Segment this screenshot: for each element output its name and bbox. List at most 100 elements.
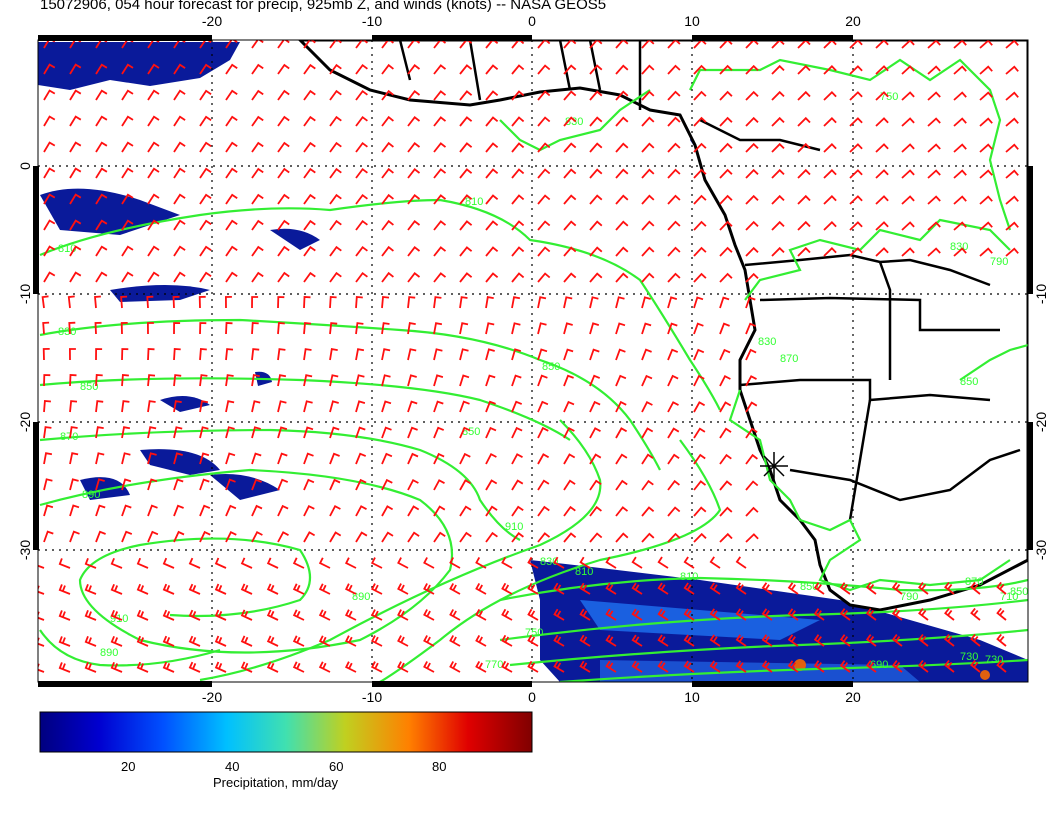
wind-barb-icon — [407, 505, 420, 517]
wind-barb-icon — [225, 504, 237, 517]
wind-barb-icon — [147, 348, 155, 361]
wind-barb-icon — [891, 608, 903, 621]
wind-barb-icon — [449, 609, 461, 621]
wind-barb-icon — [277, 271, 290, 283]
wind-barb-icon — [84, 661, 97, 673]
wind-barb-icon — [709, 556, 721, 569]
wind-barb-icon — [199, 40, 212, 49]
wind-barb-icon — [589, 400, 601, 413]
wind-barb-icon — [266, 583, 279, 595]
wind-barb-icon — [953, 247, 967, 257]
wind-barb-icon — [199, 530, 211, 543]
wind-barb-icon — [69, 245, 82, 257]
wind-barb-icon — [318, 557, 331, 569]
wind-barb-icon — [745, 64, 759, 75]
wind-barb-icon — [329, 193, 342, 205]
wind-barb-icon — [927, 169, 941, 179]
wind-barb-icon — [355, 219, 368, 231]
wind-barb-icon — [225, 452, 236, 465]
wind-barb-icon — [277, 374, 287, 387]
wind-barb-icon — [251, 426, 261, 439]
wind-barb-icon — [797, 64, 811, 75]
wind-barb-icon — [875, 117, 889, 127]
wind-barb-icon — [485, 479, 498, 491]
wind-barb-icon — [615, 427, 628, 439]
wind-barb-icon — [849, 195, 863, 205]
wind-barb-icon — [94, 295, 101, 309]
wind-barb-icon — [537, 246, 551, 257]
wind-barb-icon — [147, 400, 156, 413]
lon-tick-bottom: 0 — [528, 689, 536, 705]
wind-barb-icon — [735, 556, 747, 569]
wind-barb-icon — [745, 90, 759, 101]
wind-barb-icon — [641, 296, 651, 309]
wind-barb-icon — [173, 89, 186, 101]
wind-barb-icon — [225, 478, 236, 491]
wind-barb-icon — [459, 90, 473, 101]
wind-barb-icon — [381, 531, 394, 543]
contour-label: 890 — [100, 647, 118, 659]
wind-barb-icon — [849, 143, 863, 153]
wind-barb-icon — [433, 64, 447, 75]
wind-barb-icon — [615, 64, 629, 75]
wind-barb-icon — [459, 296, 468, 309]
wind-barb-icon — [69, 115, 82, 127]
wind-barb-icon — [303, 219, 316, 231]
wind-barb-icon — [944, 581, 955, 595]
wind-barb-icon — [214, 557, 227, 569]
wind-barb-icon — [537, 296, 547, 309]
wind-barb-icon — [667, 296, 678, 309]
wind-barb-icon — [839, 582, 851, 595]
wind-barb-icon — [292, 557, 305, 569]
wind-barb-icon — [95, 348, 103, 361]
wind-barb-icon — [745, 142, 759, 153]
wind-barb-icon — [953, 143, 967, 153]
wind-barb-icon — [433, 40, 447, 49]
wind-barb-icon — [251, 141, 264, 153]
coastlines — [297, 40, 1028, 612]
wind-barb-icon — [485, 531, 498, 543]
wind-barb-icon — [511, 246, 525, 257]
wind-barb-icon — [433, 479, 445, 491]
wind-barb-icon — [318, 635, 331, 647]
wind-barb-icon — [683, 582, 695, 595]
wind-barb-icon — [329, 63, 342, 75]
wind-barb-icon — [615, 506, 629, 517]
wind-barb-icon — [563, 116, 577, 127]
wind-barb-icon — [813, 582, 825, 595]
wind-barb-icon — [719, 40, 733, 49]
wind-barb-icon — [511, 168, 525, 179]
wind-barb-icon — [979, 169, 993, 179]
wind-barb-icon — [485, 116, 499, 127]
wind-barb-icon — [147, 245, 160, 257]
wind-barb-icon — [95, 115, 108, 127]
wind-barb-icon — [303, 193, 316, 205]
wind-barb-icon — [199, 271, 212, 283]
wind-barb-icon — [1005, 40, 1019, 49]
wind-barb-icon — [303, 374, 313, 387]
wind-barb-icon — [527, 556, 539, 569]
wind-barb-icon — [329, 504, 341, 517]
wind-barb-icon — [407, 90, 421, 101]
wind-barb-icon — [381, 115, 394, 127]
wind-barb-icon — [693, 272, 707, 283]
wind-barb-icon — [683, 608, 695, 621]
wind-barb-icon — [303, 63, 316, 75]
wind-barb-icon — [979, 117, 993, 127]
lat-tick-left: 0 — [17, 162, 33, 170]
wind-barb-icon — [719, 272, 733, 283]
wind-barb-icon — [563, 532, 577, 543]
wind-barb-icon — [136, 661, 149, 673]
wind-barb-icon — [813, 608, 825, 621]
wind-barb-icon — [147, 426, 157, 439]
wind-barb-icon — [459, 116, 473, 127]
contour-label: 810 — [680, 571, 698, 583]
wind-barb-icon — [927, 195, 941, 205]
wind-barb-icon — [537, 322, 547, 335]
wind-barb-icon — [147, 193, 160, 205]
wind-barb-icon — [771, 220, 785, 231]
wind-barb-icon — [891, 634, 903, 647]
contour-label: 790 — [900, 591, 918, 603]
wind-barb-icon — [433, 348, 443, 361]
wind-barb-icon — [849, 117, 863, 127]
